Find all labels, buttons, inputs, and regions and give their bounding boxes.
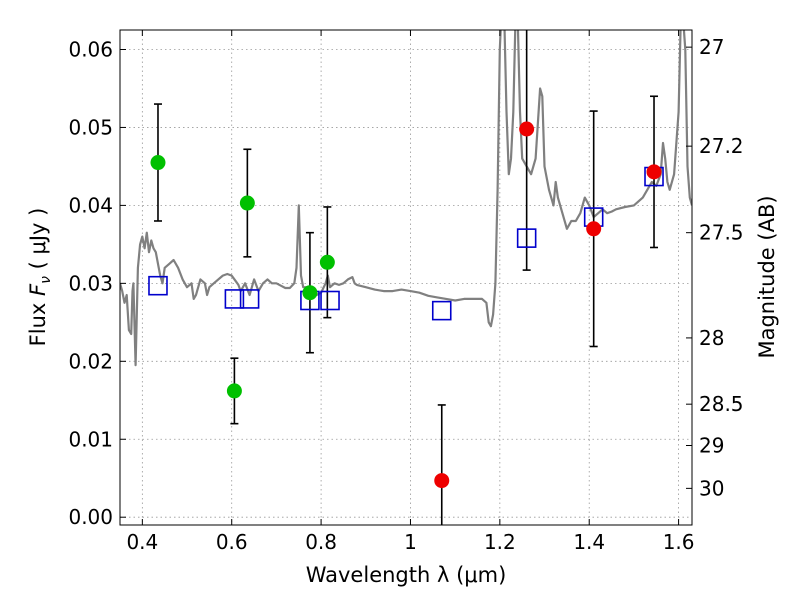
spectrum-layer: [120, 30, 692, 367]
right-tick-label: 28: [699, 326, 724, 350]
x-axis-label: Wavelength λ (μm): [306, 563, 507, 587]
y-tick-label: 0.02: [68, 349, 113, 373]
model-box: [431, 300, 452, 321]
data-point: [519, 121, 535, 137]
model-box: [320, 290, 340, 311]
x-tick-label: 0.4: [126, 530, 158, 554]
model-box: [516, 228, 537, 248]
data-point: [226, 383, 242, 399]
model-box: [224, 289, 245, 309]
model-box: [148, 275, 168, 296]
axis-ticks: 0.4 0.6 0.8 1 1.2 1.4 1.6 0.00 0.01 0.02 0.03 0.04 0…: [68, 30, 744, 554]
x-tick-label: 1.2: [484, 530, 516, 554]
x-tick-label: 1.6: [663, 530, 695, 554]
data-point: [319, 254, 335, 270]
right-tick-label: 30: [699, 476, 724, 500]
model-boxes: [148, 166, 664, 321]
x-tick-label: 0.8: [305, 530, 337, 554]
grid-lines: [120, 30, 692, 525]
y-tick-label: 0.01: [68, 427, 113, 451]
x-tick-label: 0.6: [216, 530, 248, 554]
y-tick-label: 0.04: [68, 193, 113, 217]
data-point: [646, 164, 662, 180]
data-point: [302, 285, 318, 301]
data-point: [434, 473, 450, 489]
y-tick-label: 0.05: [68, 115, 113, 139]
x-tick-label: 1.4: [573, 530, 605, 554]
x-tick-label: 1: [404, 530, 417, 554]
y-axis-label: Flux Fν ( μJy ): [26, 208, 54, 347]
data-point: [150, 155, 166, 171]
spectrum-line: [120, 30, 692, 367]
y-tick-label: 0.03: [68, 271, 113, 295]
data-point: [239, 195, 255, 211]
y-tick-label: 0.00: [68, 505, 113, 529]
right-tick-label: 29: [699, 433, 724, 457]
y-tick-label: 0.06: [68, 37, 113, 61]
model-box: [239, 289, 260, 309]
right-tick-label: 28.5: [699, 392, 744, 416]
observed-points: [150, 121, 662, 489]
right-axis-label: Magnitude (AB): [755, 195, 779, 358]
plot-frame: [119, 29, 693, 526]
data-point: [586, 221, 602, 237]
right-tick-label: 27.2: [699, 134, 744, 158]
right-tick-label: 27: [699, 35, 724, 59]
error-bars: [153, 30, 659, 525]
right-tick-label: 27.5: [699, 221, 744, 245]
